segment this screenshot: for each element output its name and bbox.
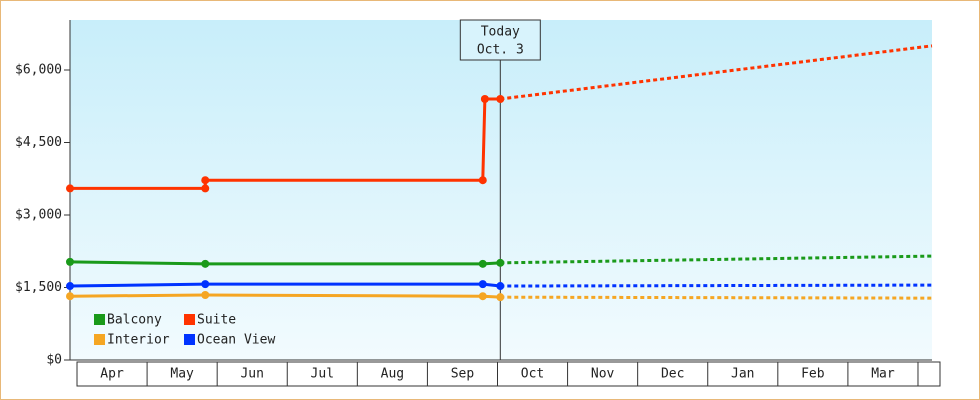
x-tick-label: Apr — [100, 367, 124, 382]
legend-swatch — [94, 314, 105, 325]
point — [496, 258, 505, 267]
x-tick-label: Aug — [381, 367, 404, 382]
history-line — [69, 293, 501, 299]
history-line — [69, 282, 501, 288]
legend-label: Ocean View — [197, 333, 275, 348]
x-tick-label: Nov — [591, 367, 615, 382]
legend-swatch — [94, 334, 105, 345]
history-line — [69, 260, 501, 266]
plot-area — [70, 20, 932, 360]
forecast-line — [500, 254, 933, 265]
point — [66, 184, 74, 193]
point — [478, 292, 487, 301]
point — [496, 282, 505, 291]
forecast-line — [500, 44, 933, 101]
point — [201, 176, 210, 185]
point — [66, 257, 74, 266]
legend-label: Balcony — [107, 313, 162, 328]
x-tick-label: Sep — [451, 367, 475, 382]
today-date: Oct. 3 — [477, 43, 524, 58]
x-tick-label: May — [170, 367, 194, 382]
point — [201, 184, 210, 193]
point — [478, 259, 487, 268]
point — [496, 95, 505, 103]
point — [201, 259, 210, 268]
legend-label: Interior — [107, 333, 170, 348]
x-axis-band — [76, 361, 941, 387]
y-tick-label: $0 — [46, 353, 62, 368]
point — [66, 292, 74, 301]
x-tick-label: Feb — [801, 367, 825, 382]
y-tick-label: $1,500 — [15, 280, 62, 295]
legend-swatch — [184, 314, 195, 325]
x-tick-label: Dec — [661, 367, 684, 382]
y-tick-label: $3,000 — [15, 208, 62, 223]
forecast-line — [500, 295, 933, 300]
y-tick-label: $4,500 — [15, 135, 62, 150]
point — [480, 95, 489, 103]
x-tick-label: Jan — [731, 367, 754, 382]
point — [66, 282, 74, 291]
x-tick-label: Jul — [311, 367, 334, 382]
forecast-line — [500, 283, 933, 288]
today-box — [459, 19, 541, 61]
point — [478, 280, 487, 289]
x-tick-label: Oct — [521, 367, 544, 382]
point — [478, 176, 487, 185]
point — [496, 293, 505, 302]
x-tick-label: Jun — [240, 367, 263, 382]
today-label: Today — [481, 25, 520, 40]
legend-label: Suite — [197, 313, 236, 328]
y-tick-label: $6,000 — [15, 63, 62, 78]
point — [201, 280, 210, 289]
x-tick-label: Mar — [871, 367, 895, 382]
legend-swatch — [184, 334, 195, 345]
point — [201, 290, 210, 299]
